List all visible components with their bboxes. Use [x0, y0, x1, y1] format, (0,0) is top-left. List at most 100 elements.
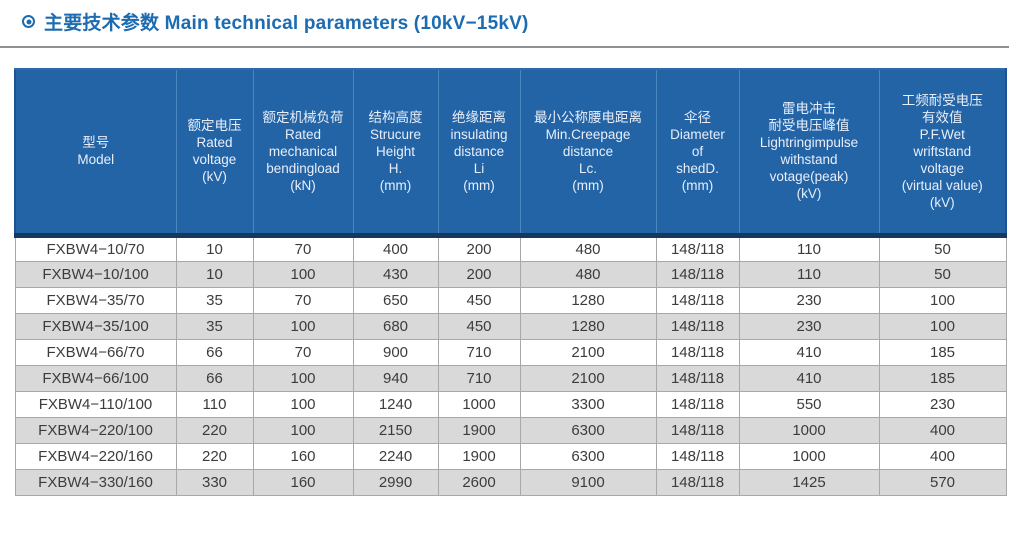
value-cell: 1000: [738, 416, 880, 444]
value-cell: 100: [878, 312, 1007, 340]
value-cell: 148/118: [655, 442, 740, 470]
value-cell: 400: [352, 234, 439, 262]
value-cell: 35: [175, 312, 254, 340]
value-cell: 1425: [738, 468, 880, 496]
value-cell: 6300: [519, 442, 657, 470]
value-cell: 100: [878, 286, 1007, 314]
table-row: FXBW4−35/100 35 100 680 450 1280 148/118 230 100: [14, 312, 1007, 340]
value-cell: 100: [252, 260, 354, 288]
header-cell-min-creepage-distance: 最小公称腰电距离 Min.Creepage distance Lc. (mm): [519, 68, 657, 235]
value-cell: 148/118: [655, 364, 740, 392]
model-cell: FXBW4−35/100: [14, 312, 177, 340]
value-cell: 2600: [437, 468, 521, 496]
model-cell: FXBW4−220/100: [14, 416, 177, 444]
value-cell: 110: [738, 234, 880, 262]
table-row: FXBW4−66/100 66 100 940 710 2100 148/118 410 185: [14, 364, 1007, 392]
circle-dot-icon: [22, 15, 35, 28]
value-cell: 110: [175, 390, 254, 418]
table-body: FXBW4−10/70 10 70 400 200 480 148/118 110 50 FXBW…: [14, 234, 1007, 496]
value-cell: 1280: [519, 286, 657, 314]
value-cell: 550: [738, 390, 880, 418]
header-cell-insulating-distance: 绝缘距离 insulating distance Li (mm): [437, 68, 521, 235]
parameters-table-wrap: 型号 Model 额定电压 Rated voltage (kV) 额定机械负荷 …: [14, 68, 1007, 496]
value-cell: 66: [175, 364, 254, 392]
value-cell: 1900: [437, 442, 521, 470]
header-cell-rated-voltage: 额定电压 Rated voltage (kV): [175, 68, 254, 235]
value-cell: 100: [252, 312, 354, 340]
value-cell: 230: [738, 286, 880, 314]
header-cell-lightning-impulse: 雷电冲击 耐受电压峰值 Lightringimpulse withstand v…: [738, 68, 880, 235]
value-cell: 680: [352, 312, 439, 340]
value-cell: 410: [738, 364, 880, 392]
value-cell: 480: [519, 234, 657, 262]
value-cell: 100: [252, 364, 354, 392]
value-cell: 148/118: [655, 338, 740, 366]
value-cell: 3300: [519, 390, 657, 418]
value-cell: 1900: [437, 416, 521, 444]
value-cell: 2100: [519, 338, 657, 366]
value-cell: 148/118: [655, 468, 740, 496]
header-cell-pf-wet-withstand: 工频耐受电压 有效值 P.F.Wet wriftstand voltage (v…: [878, 68, 1007, 235]
table-header-row: 型号 Model 额定电压 Rated voltage (kV) 额定机械负荷 …: [14, 68, 1007, 235]
value-cell: 148/118: [655, 234, 740, 262]
value-cell: 100: [252, 390, 354, 418]
model-cell: FXBW4−330/160: [14, 468, 177, 496]
table-row: FXBW4−220/100 220 100 2150 1900 6300 148/118 10…: [14, 416, 1007, 444]
value-cell: 9100: [519, 468, 657, 496]
value-cell: 35: [175, 286, 254, 314]
page-title: 主要技术参数 Main technical parameters (10kV−1…: [44, 13, 529, 34]
value-cell: 50: [878, 234, 1007, 262]
value-cell: 1000: [738, 442, 880, 470]
model-cell: FXBW4−10/100: [14, 260, 177, 288]
header-cell-structure-height: 结构高度 Strucure Height H. (mm): [352, 68, 439, 235]
value-cell: 160: [252, 468, 354, 496]
value-cell: 230: [738, 312, 880, 340]
value-cell: 2150: [352, 416, 439, 444]
value-cell: 1240: [352, 390, 439, 418]
value-cell: 70: [252, 286, 354, 314]
model-cell: FXBW4−10/70: [14, 234, 177, 262]
model-cell: FXBW4−35/70: [14, 286, 177, 314]
value-cell: 148/118: [655, 260, 740, 288]
table-row: FXBW4−110/100 110 100 1240 1000 3300 148/118 55…: [14, 390, 1007, 418]
value-cell: 66: [175, 338, 254, 366]
value-cell: 400: [878, 442, 1007, 470]
value-cell: 10: [175, 260, 254, 288]
value-cell: 70: [252, 338, 354, 366]
table-row: FXBW4−35/70 35 70 650 450 1280 148/118 230 100: [14, 286, 1007, 314]
value-cell: 160: [252, 442, 354, 470]
value-cell: 1000: [437, 390, 521, 418]
value-cell: 50: [878, 260, 1007, 288]
value-cell: 200: [437, 260, 521, 288]
value-cell: 2990: [352, 468, 439, 496]
value-cell: 570: [878, 468, 1007, 496]
value-cell: 100: [252, 416, 354, 444]
value-cell: 450: [437, 286, 521, 314]
value-cell: 148/118: [655, 312, 740, 340]
value-cell: 900: [352, 338, 439, 366]
model-cell: FXBW4−66/70: [14, 338, 177, 366]
table-row: FXBW4−66/70 66 70 900 710 2100 148/118 410 185: [14, 338, 1007, 366]
value-cell: 70: [252, 234, 354, 262]
value-cell: 10: [175, 234, 254, 262]
value-cell: 2240: [352, 442, 439, 470]
header-cell-rated-mechanical-bending-load: 额定机械负荷 Rated mechanical bendingload (kN): [252, 68, 354, 235]
value-cell: 450: [437, 312, 521, 340]
value-cell: 710: [437, 364, 521, 392]
value-cell: 148/118: [655, 390, 740, 418]
parameters-table: 型号 Model 额定电压 Rated voltage (kV) 额定机械负荷 …: [14, 68, 1007, 496]
value-cell: 230: [878, 390, 1007, 418]
value-cell: 185: [878, 364, 1007, 392]
value-cell: 410: [738, 338, 880, 366]
value-cell: 1280: [519, 312, 657, 340]
value-cell: 148/118: [655, 416, 740, 444]
header-cell-shed-diameter: 伞径 Diameter of shedD. (mm): [655, 68, 740, 235]
value-cell: 330: [175, 468, 254, 496]
value-cell: 200: [437, 234, 521, 262]
table-row: FXBW4−330/160 330 160 2990 2600 9100 148/118 14…: [14, 468, 1007, 496]
value-cell: 6300: [519, 416, 657, 444]
value-cell: 148/118: [655, 286, 740, 314]
value-cell: 430: [352, 260, 439, 288]
table-row: FXBW4−10/100 10 100 430 200 480 148/118 110 50: [14, 260, 1007, 288]
